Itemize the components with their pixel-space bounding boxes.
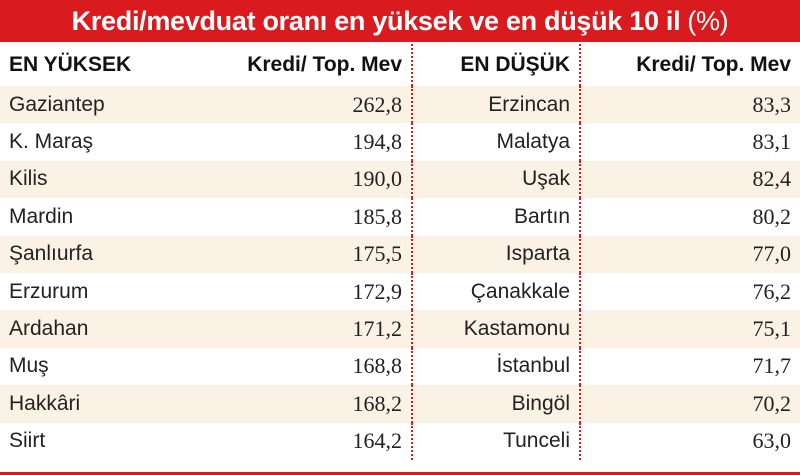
table-row: K. Maraş 194,8 Malatya 83,1 xyxy=(0,123,800,161)
table-title: Kredi/mevduat oranı en yüksek ve en düşü… xyxy=(0,0,800,42)
table-row: Siirt 164,2 Tunceli 63,0 xyxy=(0,422,800,460)
high-city: Mardin xyxy=(0,198,168,236)
low-value: 82,4 xyxy=(580,160,800,199)
table-row: Erzurum 172,9 Çanakkale 76,2 xyxy=(0,272,800,311)
high-city: Muş xyxy=(0,347,168,386)
high-value: 168,8 xyxy=(168,347,413,386)
low-value: 77,0 xyxy=(580,235,800,273)
bottom-rule xyxy=(0,472,800,475)
high-value: 190,0 xyxy=(168,160,413,199)
title-text: Kredi/mevduat oranı en yüksek ve en düşü… xyxy=(71,5,681,36)
low-city: Erzincan xyxy=(412,86,581,124)
table-row: Mardin 185,8 Bartın 80,2 xyxy=(0,198,800,236)
ratio-table: EN YÜKSEK Kredi/ Top. Mev EN DÜŞÜK Kredi… xyxy=(0,44,800,460)
header-low-label: EN DÜŞÜK xyxy=(412,44,581,86)
high-value: 172,9 xyxy=(168,272,413,311)
high-value: 175,5 xyxy=(168,235,413,273)
low-city: Bartın xyxy=(412,198,581,236)
low-value: 83,1 xyxy=(580,123,800,161)
high-city: K. Maraş xyxy=(0,123,168,161)
high-value: 194,8 xyxy=(168,123,413,161)
low-value: 70,2 xyxy=(580,385,800,423)
low-city: Tunceli xyxy=(412,422,581,460)
low-value: 83,3 xyxy=(580,86,800,124)
high-value: 164,2 xyxy=(168,422,413,460)
low-city: Çanakkale xyxy=(412,272,581,311)
high-city: Gaziantep xyxy=(0,86,168,124)
table-row: Kilis 190,0 Uşak 82,4 xyxy=(0,160,800,199)
high-city: Şanlıurfa xyxy=(0,235,168,273)
header-high-label: EN YÜKSEK xyxy=(0,44,168,86)
high-value: 171,2 xyxy=(168,310,413,348)
title-unit: (%) xyxy=(687,5,729,36)
low-value: 75,1 xyxy=(580,310,800,348)
table-row: Muş 168,8 İstanbul 71,7 xyxy=(0,347,800,386)
low-city: Isparta xyxy=(412,235,581,273)
low-value: 63,0 xyxy=(580,422,800,460)
low-city: İstanbul xyxy=(412,347,581,386)
table-row: Hakkâri 168,2 Bingöl 70,2 xyxy=(0,385,800,423)
header-row: EN YÜKSEK Kredi/ Top. Mev EN DÜŞÜK Kredi… xyxy=(0,44,800,86)
high-city: Siirt xyxy=(0,422,168,460)
low-city: Uşak xyxy=(412,160,581,199)
high-city: Erzurum xyxy=(0,272,168,311)
low-city: Bingöl xyxy=(412,385,581,423)
high-value: 262,8 xyxy=(168,86,413,124)
low-value: 80,2 xyxy=(580,198,800,236)
high-value: 185,8 xyxy=(168,198,413,236)
header-high-value: Kredi/ Top. Mev xyxy=(168,44,413,86)
high-value: 168,2 xyxy=(168,385,413,423)
high-city: Hakkâri xyxy=(0,385,168,423)
low-value: 71,7 xyxy=(580,347,800,386)
table-row: Gaziantep 262,8 Erzincan 83,3 xyxy=(0,86,800,124)
high-city: Ardahan xyxy=(0,310,168,348)
high-city: Kilis xyxy=(0,160,168,199)
low-city: Kastamonu xyxy=(412,310,581,348)
header-low-value: Kredi/ Top. Mev xyxy=(580,44,800,86)
low-city: Malatya xyxy=(412,123,581,161)
table-row: Şanlıurfa 175,5 Isparta 77,0 xyxy=(0,235,800,273)
table-row: Ardahan 171,2 Kastamonu 75,1 xyxy=(0,310,800,348)
low-value: 76,2 xyxy=(580,272,800,311)
